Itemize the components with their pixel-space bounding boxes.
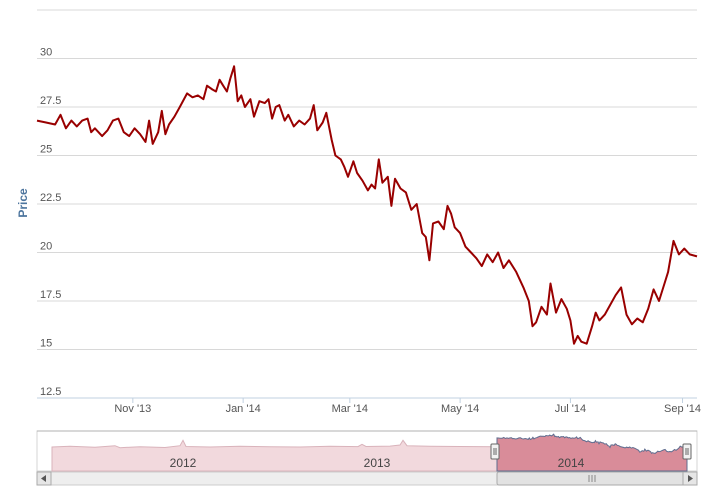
x-tick-label: May '14 (441, 403, 479, 415)
y-tick-label: 20 (40, 241, 52, 253)
y-tick-label: 12.5 (40, 386, 61, 398)
arrow-right-icon[interactable] (682, 471, 698, 486)
navigator-selected-area (496, 433, 688, 472)
navigator-right-handle[interactable] (682, 443, 692, 460)
x-tick-label: Mar '14 (332, 403, 368, 415)
scrollbar[interactable] (36, 471, 698, 486)
arrow-left-icon[interactable] (36, 471, 52, 486)
navigator-label-2012: 2012 (170, 456, 197, 470)
y-axis-title: Price (16, 188, 30, 218)
x-tick-label: Jul '14 (555, 403, 586, 415)
navigator-left-handle[interactable] (490, 443, 500, 460)
y-tick-label: 27.5 (40, 95, 61, 107)
navigator-history-area (51, 439, 498, 472)
gridlines (37, 9, 697, 399)
y-tick-label: 15 (40, 338, 52, 350)
y-tick-label: 25 (40, 144, 52, 156)
y-tick-label: 30 (40, 47, 52, 59)
x-axis: Nov '13 Jan '14 Mar '14 May '14 Jul '14 Sep '… (37, 397, 701, 415)
x-tick-label: Jan '14 (226, 403, 261, 415)
y-tick-label: 22.5 (40, 192, 61, 204)
y-tick-label: 17.5 (40, 289, 61, 301)
price-series-line (36, 65, 698, 345)
navigator-label-2013: 2013 (364, 456, 391, 470)
navigator[interactable]: 2012 2013 2014 (36, 430, 698, 472)
navigator-label-2014: 2014 (558, 456, 585, 470)
x-tick-label: Nov '13 (114, 403, 151, 415)
y-axis-tick-labels: 12.5 15 17.5 20 22.5 25 27.5 30 (40, 47, 61, 399)
x-tick-label: Sep '14 (664, 403, 701, 415)
